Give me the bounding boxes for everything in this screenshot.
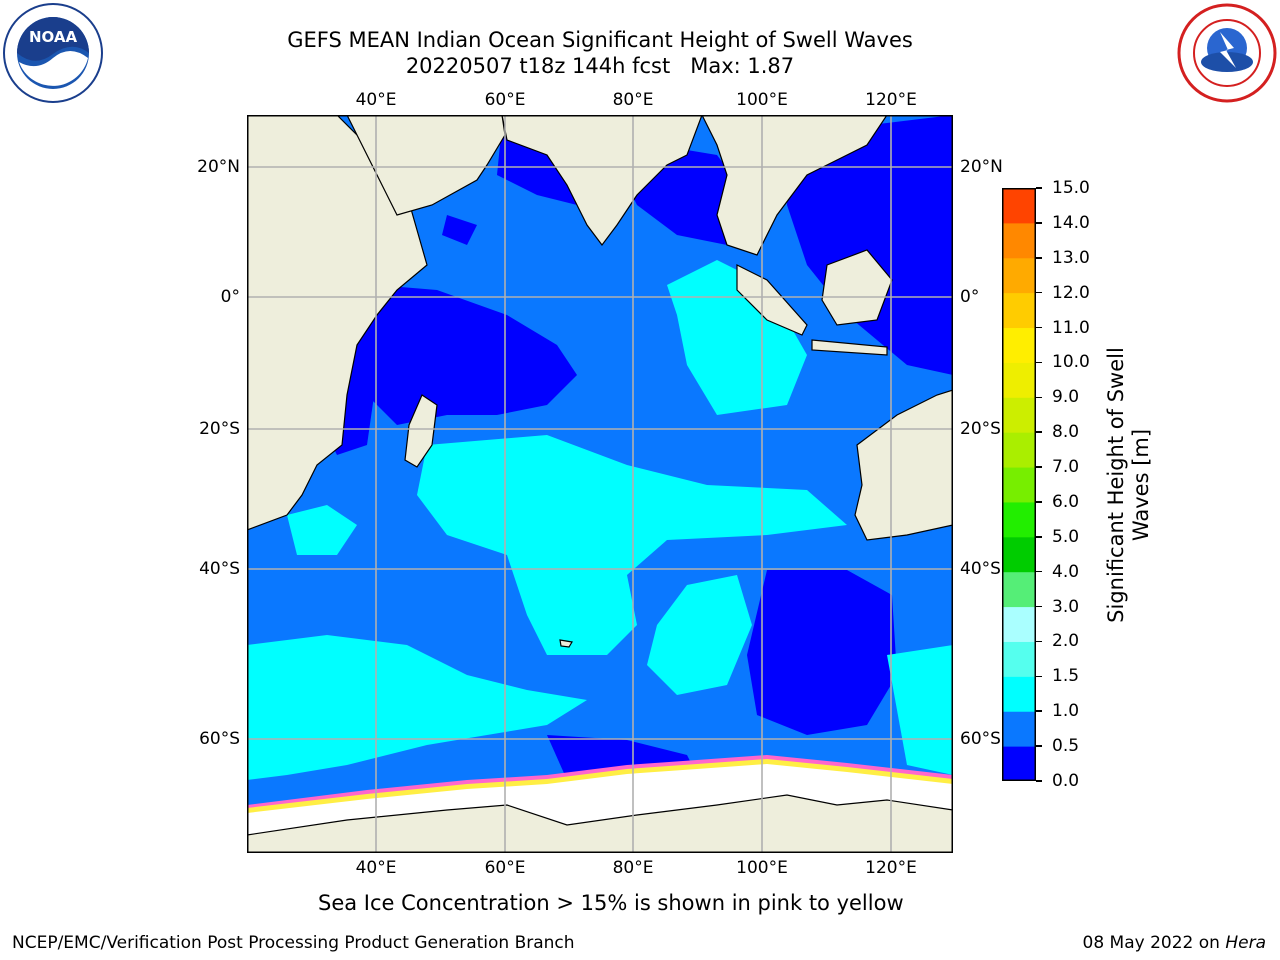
colorbar-tick-mark xyxy=(1036,396,1042,399)
lon-label-bottom-80e: 80°E xyxy=(612,858,654,878)
colorbar-band-7 xyxy=(1002,501,1036,538)
colorbar-tick-label: 3.0 xyxy=(1052,596,1080,617)
colorbar-band-9 xyxy=(1002,432,1036,468)
lat-label-right-20s: 20°S xyxy=(960,419,1001,439)
colorbar-tick-label: 6.0 xyxy=(1052,491,1080,512)
colorbar-band-15 xyxy=(1002,222,1036,259)
lon-label-top-100e: 100°E xyxy=(736,90,788,110)
colorbar-tick-label: 9.0 xyxy=(1052,387,1080,408)
colorbar-tick-mark xyxy=(1036,291,1042,294)
lat-label-right-20n: 20°N xyxy=(960,157,1003,177)
antarctica-land xyxy=(247,794,953,853)
colorbar-band-8 xyxy=(1002,467,1036,503)
madagascar-land xyxy=(404,394,438,468)
colorbar-band-0 xyxy=(1002,746,1036,781)
colorbar-band-12 xyxy=(1002,327,1036,363)
lat-label-right-40s: 40°S xyxy=(960,559,1001,579)
colorbar-band-2 xyxy=(1002,676,1036,712)
noaa-logo-icon: NOAA xyxy=(3,3,103,103)
ocean-map xyxy=(247,115,953,853)
colorbar-band-1 xyxy=(1002,711,1036,747)
lon-label-bottom-120e: 120°E xyxy=(865,858,917,878)
colorbar-tick-mark xyxy=(1036,605,1042,608)
colorbar-tick-mark xyxy=(1036,431,1042,433)
colorbar-band-10 xyxy=(1002,397,1036,433)
colorbar-band-5 xyxy=(1002,571,1036,608)
colorbar-band-13 xyxy=(1002,292,1036,329)
footer-date-text: 08 May 2022 on xyxy=(1082,933,1226,953)
java-land xyxy=(811,339,888,356)
lon-label-bottom-40e: 40°E xyxy=(355,858,397,878)
colorbar-tick-mark xyxy=(1036,361,1042,364)
colorbar-tick-label: 7.0 xyxy=(1052,457,1080,478)
colorbar-tick-label: 4.0 xyxy=(1052,561,1080,582)
colorbar-tick-label: 14.0 xyxy=(1052,212,1090,233)
lat-label-left-60s: 60°S xyxy=(199,729,240,749)
colorbar-border xyxy=(1002,188,1036,781)
india-land xyxy=(501,115,703,246)
colorbar-tick-mark xyxy=(1036,745,1042,747)
colorbar-tick-label: 0.5 xyxy=(1052,736,1080,757)
australia-land xyxy=(854,389,953,541)
lon-label-top-60e: 60°E xyxy=(484,90,526,110)
noaa-logo-text: NOAA xyxy=(29,28,78,46)
colorbar-tick-label: 15.0 xyxy=(1052,178,1090,198)
footer-credit: NCEP/EMC/Verification Post Processing Pr… xyxy=(12,933,575,953)
colorbar-band-16 xyxy=(1002,188,1036,224)
colorbar-tick-mark xyxy=(1036,187,1042,189)
colorbar-band-4 xyxy=(1002,606,1036,642)
sumatra-land xyxy=(736,264,808,336)
sea-ice-note: Sea Ice Concentration > 15% is shown in … xyxy=(318,891,904,915)
colorbar-band-3 xyxy=(1002,641,1036,677)
lon-label-top-40e: 40°E xyxy=(355,90,397,110)
colorbar-tick-label: 1.0 xyxy=(1052,701,1080,722)
map-border xyxy=(247,115,953,853)
kerguelen-island xyxy=(559,639,573,648)
colorbar xyxy=(1002,188,1036,781)
lat-label-left-40s: 40°S xyxy=(199,559,240,579)
footer-date: 08 May 2022 on Hera xyxy=(1083,932,1267,954)
colorbar-tick-mark xyxy=(1036,536,1042,538)
lat-label-left-20n: 20°N xyxy=(197,157,240,177)
colorbar-band-14 xyxy=(1002,257,1036,294)
land-masses xyxy=(247,115,953,853)
lon-label-top-120e: 120°E xyxy=(865,90,917,110)
colorbar-title: Significant Height of Swell Waves [m] xyxy=(1104,347,1153,623)
lon-label-top-80e: 80°E xyxy=(612,90,654,110)
nws-logo-icon xyxy=(1177,3,1277,103)
forecast-subtitle: 20220507 t18z 144h fcst Max: 1.87 xyxy=(405,54,795,78)
lat-label-left-0: 0° xyxy=(220,287,240,307)
colorbar-tick-mark xyxy=(1036,501,1042,503)
southeast-asia-land xyxy=(701,115,888,256)
colorbar-tick-label: 0.0 xyxy=(1052,771,1080,791)
colorbar-band-6 xyxy=(1002,536,1036,573)
colorbar-tick-label: 5.0 xyxy=(1052,526,1080,547)
footer-machine: Hera xyxy=(1225,933,1266,953)
colorbar-tick-mark xyxy=(1036,710,1042,712)
colorbar-tick-mark xyxy=(1036,780,1042,782)
colorbar-tick-label: 13.0 xyxy=(1052,247,1090,268)
lon-label-bottom-100e: 100°E xyxy=(736,858,788,878)
colorbar-tick-label: 12.0 xyxy=(1052,282,1090,303)
colorbar-tick-label: 2.0 xyxy=(1052,631,1080,652)
colorbar-tick-label: 1.5 xyxy=(1052,666,1080,687)
lat-label-left-20s: 20°S xyxy=(199,419,240,439)
lat-label-right-60s: 60°S xyxy=(960,729,1001,749)
colorbar-tick-mark xyxy=(1036,326,1042,329)
colorbar-tick-mark xyxy=(1036,466,1042,468)
lat-label-right-0: 0° xyxy=(960,287,980,307)
colorbar-tick-mark xyxy=(1036,570,1042,573)
colorbar-tick-label: 8.0 xyxy=(1052,422,1080,443)
map-title: GEFS MEAN Indian Ocean Significant Heigh… xyxy=(287,28,913,52)
borneo-land xyxy=(821,249,893,326)
graticule xyxy=(247,115,953,853)
colorbar-tick-label: 11.0 xyxy=(1052,317,1090,338)
colorbar-tick-mark xyxy=(1036,640,1042,643)
colorbar-band-11 xyxy=(1002,362,1036,398)
colorbar-tick-label: 10.0 xyxy=(1052,352,1090,373)
colorbar-tick-mark xyxy=(1036,675,1042,678)
colorbar-tick-mark xyxy=(1036,257,1042,259)
colorbar-tick-mark xyxy=(1036,222,1042,224)
lon-label-bottom-60e: 60°E xyxy=(484,858,526,878)
